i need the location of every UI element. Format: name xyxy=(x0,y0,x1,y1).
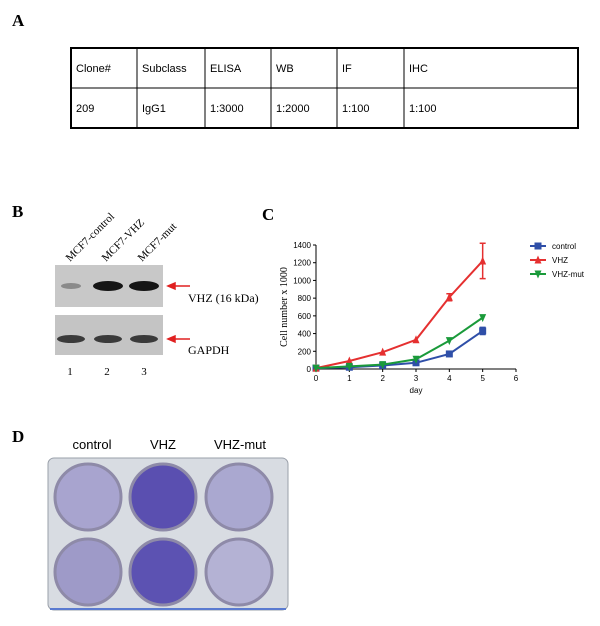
marker xyxy=(345,356,353,365)
series-line xyxy=(315,260,484,370)
legend-marker xyxy=(534,255,542,264)
table-cell: 1:3000 xyxy=(210,103,244,115)
plate xyxy=(47,457,289,611)
marker xyxy=(412,355,420,364)
legend-label: VHZ-mut xyxy=(552,270,585,279)
marker xyxy=(445,337,453,346)
table-cell: 209 xyxy=(76,103,94,115)
legend-label: control xyxy=(552,242,576,251)
x-tick-label: 1 xyxy=(347,374,352,383)
x-tick-label: 5 xyxy=(480,374,485,383)
marker xyxy=(345,362,353,371)
marker xyxy=(479,314,487,323)
table-cell: IgG1 xyxy=(142,103,166,115)
x-tick-label: 3 xyxy=(414,374,419,383)
y-tick-label: 600 xyxy=(298,312,312,321)
panel-label: C xyxy=(262,205,274,224)
lane-number: 1 xyxy=(67,366,73,378)
legend-marker xyxy=(534,270,542,279)
table-header: WB xyxy=(276,63,294,75)
table-header: ELISA xyxy=(210,63,242,75)
band-label: GAPDH xyxy=(188,343,230,357)
marker xyxy=(445,350,453,358)
y-tick-label: 0 xyxy=(307,365,312,374)
y-tick-label: 1200 xyxy=(293,259,311,268)
marker xyxy=(379,361,387,370)
marker xyxy=(312,364,320,373)
x-tick-label: 2 xyxy=(380,374,385,383)
lane-number: 3 xyxy=(141,366,147,378)
marker xyxy=(479,256,487,265)
y-tick-label: 200 xyxy=(298,347,312,356)
table-cell: 1:100 xyxy=(342,103,370,115)
marker xyxy=(412,335,420,344)
table-header: IHC xyxy=(409,63,428,75)
table-cell: 1:2000 xyxy=(276,103,310,115)
x-tick-label: 6 xyxy=(514,374,519,383)
lane-number: 2 xyxy=(104,366,110,378)
table-cell: 1:100 xyxy=(409,103,437,115)
x-tick-label: 4 xyxy=(447,374,452,383)
marker xyxy=(479,327,487,335)
marker xyxy=(445,292,453,301)
panel-label: D xyxy=(12,427,24,446)
legend-label: VHZ xyxy=(552,256,568,265)
table-header: Subclass xyxy=(142,63,187,75)
series-line xyxy=(315,316,484,370)
y-tick-label: 800 xyxy=(298,294,312,303)
y-axis-label: Cell number x 1000 xyxy=(279,267,290,347)
x-tick-label: 0 xyxy=(314,374,319,383)
table-header: IF xyxy=(342,63,352,75)
colony-label: control xyxy=(72,437,111,452)
y-tick-label: 400 xyxy=(298,330,312,339)
y-tick-label: 1400 xyxy=(293,241,311,250)
table xyxy=(70,47,579,129)
blot xyxy=(55,265,190,355)
colony-label: VHZ xyxy=(150,437,176,452)
band-label: VHZ (16 kDa) xyxy=(188,291,259,305)
x-axis-label: day xyxy=(410,386,423,395)
y-tick-label: 1000 xyxy=(293,276,311,285)
legend-marker xyxy=(534,242,542,250)
colony-label: VHZ-mut xyxy=(214,437,266,452)
panel-label: A xyxy=(12,11,25,30)
panel-label: B xyxy=(12,202,23,221)
marker xyxy=(379,347,387,356)
table-header: Clone# xyxy=(76,63,112,75)
